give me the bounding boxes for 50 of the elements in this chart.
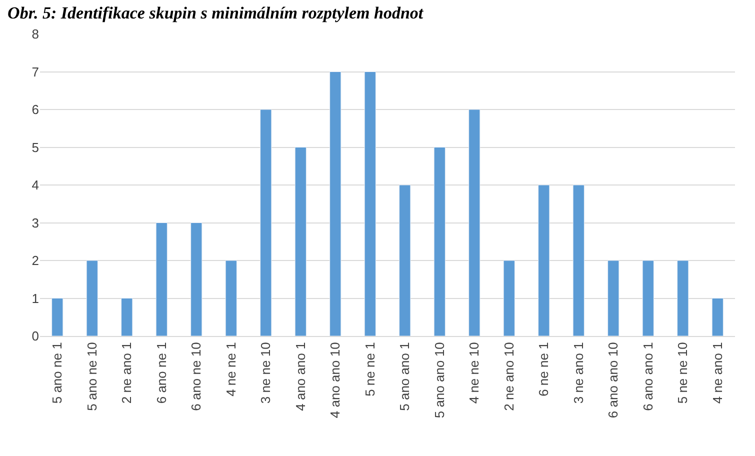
bar: [572, 184, 584, 336]
y-tick-label: 4: [32, 178, 39, 193]
x-tick-label: 4 ano ano 10: [328, 342, 343, 418]
y-tick-label: 8: [32, 26, 39, 42]
y-tick-label: 2: [32, 253, 39, 268]
x-tick-label: 5 ne ne 1: [362, 342, 378, 396]
bar: [52, 298, 64, 336]
bar: [260, 109, 272, 336]
bar: [399, 184, 411, 336]
bar: [712, 298, 724, 336]
x-tick-label: 5 ano ne 10: [84, 342, 100, 411]
bar: [677, 260, 689, 336]
x-tick-label: 3 ne ano 1: [570, 342, 586, 404]
x-tick-label: 4 ne ne 10: [466, 342, 482, 404]
x-tick-label: 6 ano ne 1: [154, 342, 169, 404]
x-tick-label: 2 ne ano 1: [119, 342, 134, 404]
bar: [364, 72, 376, 336]
y-tick-label: 1: [32, 290, 39, 306]
y-tick-label: 0: [32, 328, 39, 344]
bar: [538, 184, 550, 336]
x-tick-label: 6 ne ne 1: [536, 342, 552, 396]
bar: [468, 109, 480, 336]
x-tick-label: 4 ano ano 1: [292, 342, 308, 411]
x-tick-label: 4 ne ano 1: [710, 342, 725, 404]
x-tick-label: 3 ne ne 10: [258, 342, 274, 404]
y-tick-label: 5: [32, 140, 39, 155]
bar: [608, 260, 620, 336]
x-tick-label: 6 ano ne 10: [188, 342, 204, 411]
bar: [294, 147, 306, 336]
y-tick-label: 6: [32, 102, 39, 118]
bar: [642, 260, 654, 336]
bar: [503, 260, 515, 336]
x-tick-label: 5 ano ano 1: [397, 342, 412, 411]
bar: [121, 298, 133, 336]
x-tick-label: 5 ne ne 10: [675, 342, 690, 404]
bar: [330, 72, 342, 336]
x-tick-label: 5 ano ano 10: [432, 342, 447, 418]
bar: [86, 260, 98, 336]
x-tick-label: 4 ne ne 1: [223, 342, 238, 396]
y-tick-label: 7: [32, 64, 39, 80]
x-tick-label: 2 ne ano 10: [501, 342, 516, 411]
x-tick-label: 5 ano ne 1: [50, 342, 65, 404]
bar: [225, 260, 237, 336]
x-tick-label: 6 ano ano 10: [606, 342, 621, 418]
x-tick-label: 6 ano ano 1: [640, 342, 656, 411]
bar: [156, 222, 168, 336]
chart-title: Obr. 5: Identifikace skupin s minimálním rozptylem hodnot: [8, 4, 424, 23]
bar: [434, 147, 446, 336]
y-tick-label: 3: [32, 215, 39, 230]
bar: [190, 222, 202, 336]
